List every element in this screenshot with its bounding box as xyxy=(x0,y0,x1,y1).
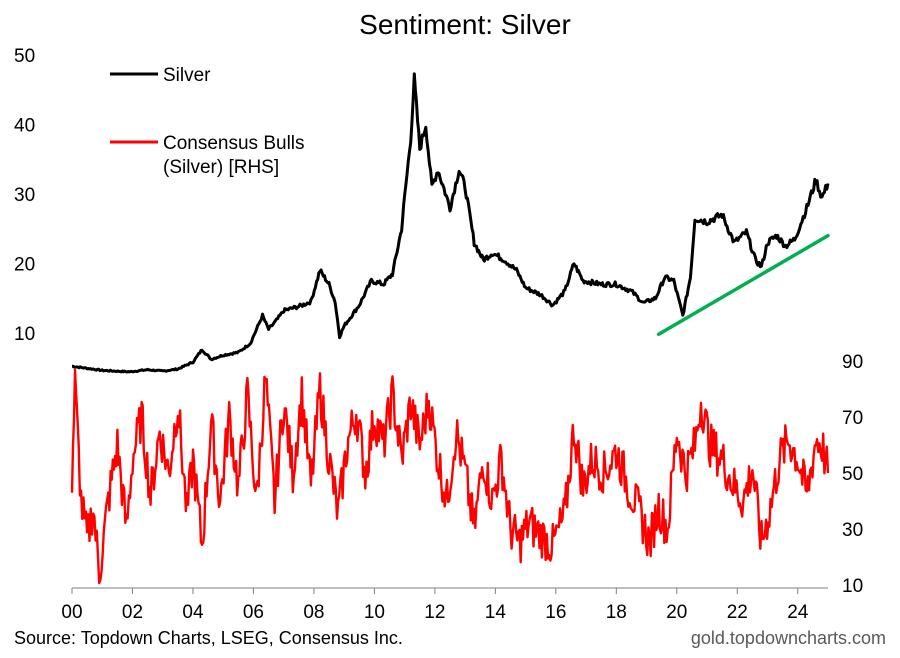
legend-label-silver: Silver xyxy=(163,65,211,86)
right-tick-label: 90 xyxy=(842,352,863,373)
left-tick-label: 10 xyxy=(14,324,35,345)
silver-price-line xyxy=(71,72,830,374)
x-tick-label: 04 xyxy=(182,602,204,623)
x-tick-label: 18 xyxy=(606,602,627,623)
right-tick-label: 30 xyxy=(842,520,863,541)
right-tick-label: 10 xyxy=(842,576,863,597)
left-tick-label: 40 xyxy=(14,115,35,136)
left-tick-label: 30 xyxy=(14,185,35,206)
legend-label-bulls: Consensus Bulls (Silver) [RHS] xyxy=(163,133,305,178)
x-tick-label: 06 xyxy=(243,602,264,623)
x-tick-label: 08 xyxy=(303,602,324,623)
x-tick-label: 22 xyxy=(727,602,748,623)
right-tick-label: 50 xyxy=(842,464,863,485)
x-tick-label: 16 xyxy=(545,602,566,623)
series-layer xyxy=(70,72,830,585)
x-tick-label: 10 xyxy=(364,602,385,623)
source-note: Source: Topdown Charts, LSEG, Consensus … xyxy=(14,628,403,648)
consensus-bulls-line xyxy=(70,368,830,585)
x-tick-label: 24 xyxy=(787,602,809,623)
website-link[interactable]: gold.topdowncharts.com xyxy=(690,628,886,648)
x-tick-label: 14 xyxy=(485,602,507,623)
right-axis: 10 30 50 70 90 xyxy=(842,352,863,597)
x-tick-label: 12 xyxy=(424,602,445,623)
x-tick-label: 00 xyxy=(61,602,82,623)
x-tick-label: 20 xyxy=(666,602,687,623)
left-axis: 10 20 30 40 50 xyxy=(14,46,35,345)
trendline xyxy=(656,233,830,337)
chart-title: Sentiment: Silver xyxy=(359,9,571,40)
legend: Silver Consensus Bulls (Silver) [RHS] xyxy=(110,65,305,178)
left-tick-label: 50 xyxy=(14,46,35,67)
annotation-layer xyxy=(656,233,830,337)
right-tick-label: 70 xyxy=(842,408,863,429)
x-tick-label: 02 xyxy=(122,602,143,623)
left-tick-label: 20 xyxy=(14,254,35,275)
x-axis: 00 02 04 06 08 10 12 14 16 18 20 22 24 xyxy=(61,587,828,623)
